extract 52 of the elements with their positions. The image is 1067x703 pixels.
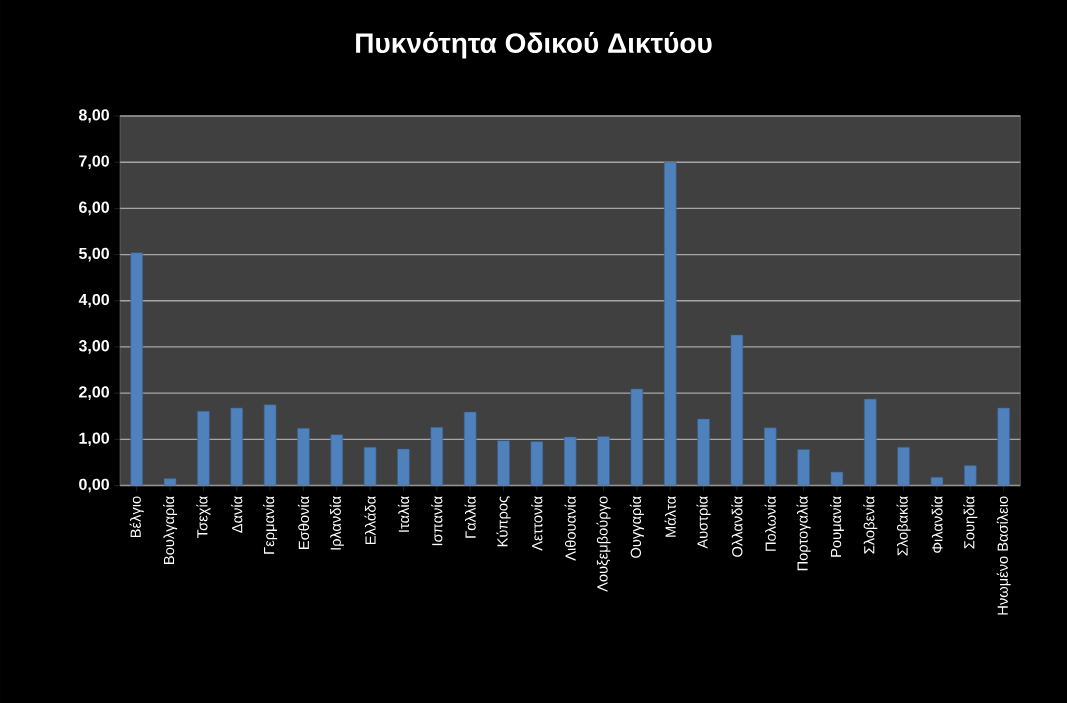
- x-tick-label: Κύπρος: [496, 496, 511, 547]
- bar: [230, 407, 244, 486]
- x-tick-label: Γερμανία: [263, 496, 278, 554]
- x-tick-label: Ελλάδα: [364, 496, 376, 545]
- x-tick-label: Πορτογαλία: [796, 496, 811, 571]
- x-tick-label: Βέλγιο: [129, 496, 144, 538]
- x-tick-label: Φιλανδία: [931, 496, 943, 553]
- x-tick-label: Αυστρία: [696, 496, 711, 549]
- x-tick-label: Εσθονία: [297, 496, 310, 549]
- bar: [530, 441, 544, 486]
- bar: [497, 440, 510, 486]
- x-tick-label: Τσεχία: [196, 496, 211, 538]
- x-tick-label: Πολωνία: [764, 496, 776, 551]
- bar: [697, 418, 710, 486]
- bar: [663, 162, 677, 486]
- bar: [997, 407, 1010, 486]
- x-tick-label: Ιταλία: [397, 496, 410, 532]
- x-tick-label: Σλοβενία: [863, 496, 878, 554]
- y-tick-label: 0,00: [79, 478, 109, 493]
- bar: [463, 411, 477, 486]
- y-tick-label: 6,00: [79, 201, 109, 216]
- bar: [864, 398, 877, 486]
- x-tick-label: Λουξεμβούργο: [596, 496, 611, 592]
- x-tick-label: Μάλτα: [664, 496, 676, 537]
- x-tick-label: Λιθουανία: [564, 496, 576, 561]
- bar: [330, 434, 344, 486]
- x-tick-label: Ολλανδία: [731, 496, 743, 557]
- x-tick-label: Γαλλία: [464, 496, 476, 538]
- bar: [130, 252, 143, 486]
- x-tick-label: Βουλγαρία: [163, 496, 178, 564]
- bar: [197, 410, 210, 486]
- bar: [430, 427, 444, 486]
- bar: [297, 428, 310, 486]
- x-tick-label: Ουγγαρία: [629, 496, 644, 558]
- x-tick-label: Ρουμανία: [830, 496, 844, 557]
- x-tick-label: Σλοβακία: [896, 496, 911, 556]
- x-tick-label: Ιρλανδία: [329, 496, 344, 550]
- y-tick-label: 8,00: [78, 109, 109, 123]
- x-tick-label: Ισπανία: [431, 496, 443, 546]
- y-tick-label: 7,00: [79, 155, 109, 170]
- x-tick-label: Δανία: [231, 496, 243, 533]
- y-tick-label: 5,00: [78, 247, 109, 262]
- y-tick-label: 1,00: [79, 432, 109, 447]
- bar: [763, 427, 777, 486]
- x-tick-label: Λεττονία: [531, 496, 543, 551]
- x-tick-label: Ηνωμένο Βασίλειο: [996, 496, 1011, 615]
- y-tick-label: 2,00: [79, 386, 109, 400]
- bar: [597, 436, 610, 486]
- y-tick-label: 3,00: [78, 340, 109, 354]
- y-tick-label: 4,00: [78, 294, 109, 308]
- chart-title: Πυκνότητα Οδικού Δικτύου: [356, 32, 712, 59]
- x-tick-label: Σουηδία: [963, 496, 978, 549]
